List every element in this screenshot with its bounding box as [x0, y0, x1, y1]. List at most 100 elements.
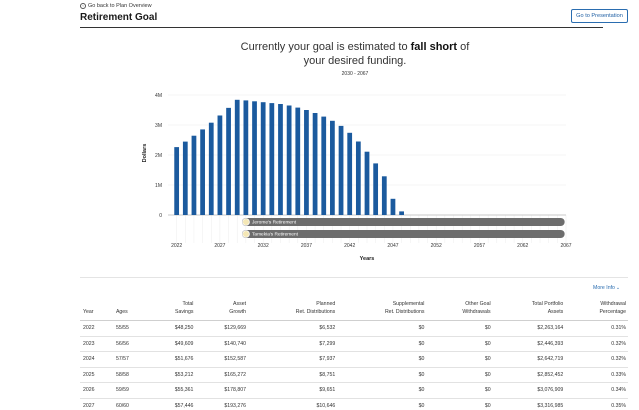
- headline-emphasis: fall short: [410, 41, 458, 53]
- headline-suffix: of: [457, 41, 470, 53]
- back-to-plan-overview-link[interactable]: ‹ Go back to Plan Overview: [80, 3, 152, 9]
- table-row: 2022 55/55 $48,250 $129,669 $6,532 $0 $0 $2,263…: [80, 320, 628, 337]
- table-cell: 60/60: [113, 398, 149, 410]
- x-tick-label: 2052: [431, 243, 442, 249]
- table-cell: 2025: [80, 367, 114, 383]
- x-tick-label: 2062: [517, 243, 528, 249]
- more-info-link[interactable]: More Info ⌄: [593, 285, 620, 291]
- data-bar: [243, 100, 249, 215]
- data-bar: [347, 132, 353, 215]
- more-info-label: More Info: [593, 285, 615, 291]
- data-bar: [226, 107, 231, 215]
- table-cell: $0: [426, 382, 493, 399]
- data-bar: [191, 135, 197, 215]
- table-cell: $2,642,719: [492, 351, 566, 368]
- table-cell: 0.33%: [565, 367, 628, 383]
- table-cell: 57/57: [113, 351, 149, 368]
- table-cell: $178,807: [195, 382, 249, 399]
- table-cell: $0: [337, 320, 427, 337]
- table-cell: 59/59: [113, 382, 149, 399]
- x-tick-label: 2042: [344, 243, 355, 249]
- table-cell: 55/55: [113, 320, 149, 337]
- headline-prefix: Currently your goal is estimated to: [240, 41, 411, 53]
- data-bar: [278, 104, 283, 215]
- column-header: Other Goal Withdrawals: [426, 300, 493, 321]
- table-cell: $152,587: [195, 351, 249, 368]
- table-cell: $6,532: [248, 320, 338, 337]
- table-cell: $9,651: [248, 382, 338, 399]
- table-cell: $0: [337, 367, 427, 383]
- table-cell: $0: [426, 398, 493, 410]
- table-cell: 0.31%: [565, 320, 628, 337]
- table-row: 2026 59/59 $55,361 $178,807 $9,651 $0 $0 $3,076…: [80, 382, 628, 399]
- table-cell: $55,361: [148, 382, 196, 399]
- table-cell: $0: [426, 351, 493, 368]
- projection-table: Year Ages Total Savings Asset Growth Planned Re…: [80, 300, 628, 410]
- table-cell: 0.32%: [565, 336, 628, 352]
- milestone-label: Jerome's Retirement: [252, 220, 297, 226]
- y-tick-label: 0: [159, 213, 162, 219]
- column-header: Year: [80, 300, 114, 321]
- table-row: 2023 56/56 $49,609 $140,740 $7,299 $0 $0 $2,446…: [80, 336, 628, 352]
- x-tick-label: 2047: [387, 243, 398, 249]
- y-tick-label: 2M: [155, 153, 162, 159]
- go-to-presentation-button[interactable]: Go to Presentation: [571, 9, 628, 23]
- data-bar: [364, 151, 370, 215]
- table-cell: $48,250: [148, 320, 196, 337]
- table-cell: $7,937: [248, 351, 338, 368]
- goal-status-headline: Currently your goal is estimated to fall…: [180, 40, 530, 68]
- table-cell: $57,446: [148, 398, 196, 410]
- y-axis-title: Dollars: [142, 144, 148, 163]
- date-range: 2030 - 2067: [341, 71, 369, 77]
- data-bar: [260, 102, 266, 215]
- person-avatar-icon: [242, 218, 250, 226]
- table-cell: $165,272: [195, 367, 249, 383]
- table-cell: 56/56: [113, 336, 149, 352]
- data-bar: [381, 176, 387, 215]
- table-cell: 0.32%: [565, 351, 628, 368]
- table-cell: $3,316,985: [492, 398, 566, 410]
- headline-line2: your desired funding.: [303, 55, 407, 67]
- table-cell: $53,212: [148, 367, 196, 383]
- column-header: Withdrawal Percentage: [565, 300, 628, 321]
- x-tick-label: 2037: [301, 243, 312, 249]
- table-cell: $0: [426, 367, 493, 383]
- y-tick-label: 3M: [155, 123, 162, 129]
- data-bar: [200, 129, 205, 215]
- table-row: 2027 60/60 $57,446 $193,276 $10,646 $0 $0 $3,31…: [80, 398, 628, 410]
- table-cell: $10,646: [248, 398, 338, 410]
- table-cell: $0: [337, 351, 427, 368]
- table-cell: $49,609: [148, 336, 196, 352]
- table-cell: $7,299: [248, 336, 338, 352]
- milestone-bar: [242, 230, 565, 238]
- data-bar: [269, 103, 275, 215]
- data-bar: [234, 99, 240, 215]
- column-header: Total Portfolio Assets: [492, 300, 566, 321]
- table-cell: $193,276: [195, 398, 249, 410]
- table-cell: 2027: [80, 398, 114, 410]
- x-axis-title: Years: [360, 256, 375, 262]
- data-bar: [208, 122, 214, 215]
- data-bar: [321, 116, 327, 215]
- title-divider: [80, 27, 603, 28]
- table-cell: $0: [426, 336, 493, 352]
- data-bar: [312, 113, 318, 215]
- table-cell: $129,669: [195, 320, 249, 337]
- table-body: 2022 55/55 $48,250 $129,669 $6,532 $0 $0 $2,263…: [80, 320, 628, 410]
- column-header: Planned Ret. Distributions: [248, 300, 338, 321]
- person-avatar-icon: [242, 230, 250, 238]
- data-bar: [390, 198, 396, 215]
- y-tick-label: 1M: [155, 183, 162, 189]
- table-cell: 2026: [80, 382, 114, 399]
- data-bar: [304, 110, 309, 215]
- data-bar: [373, 163, 379, 215]
- column-header: Asset Growth: [195, 300, 249, 321]
- table-cell: $51,676: [148, 351, 196, 368]
- data-bar: [217, 115, 223, 215]
- chevron-down-icon: ⌄: [615, 285, 621, 291]
- table-row: 2024 57/57 $51,676 $152,587 $7,937 $0 $0 $2,642…: [80, 351, 628, 368]
- data-bar: [338, 125, 344, 215]
- x-tick-label: 2027: [214, 243, 225, 249]
- data-bar: [182, 141, 188, 215]
- table-cell: $2,263,164: [492, 320, 566, 337]
